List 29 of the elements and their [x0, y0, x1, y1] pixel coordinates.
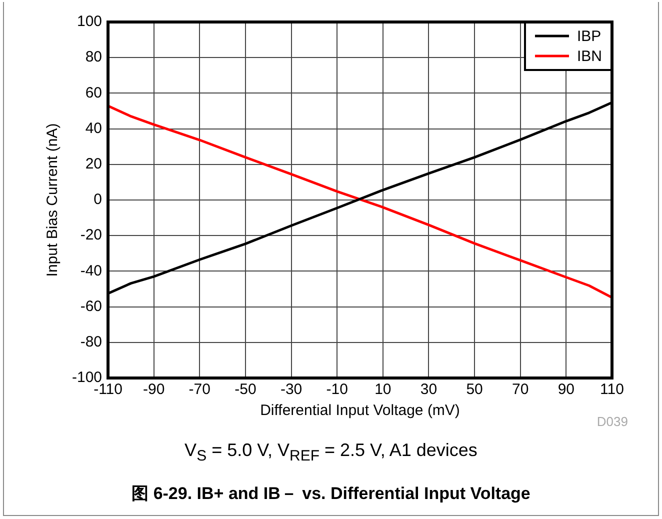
x-tick-label: -110	[94, 381, 122, 398]
x-axis-title: Differential Input Voltage (mV)	[260, 402, 460, 420]
x-tick-label: -50	[234, 381, 256, 398]
y-tick-label: -20	[80, 226, 102, 244]
y-tick-label: 60	[85, 84, 102, 102]
x-tick-label: -90	[142, 381, 165, 398]
x-tick-label: 50	[466, 381, 483, 398]
x-tick-label: -30	[280, 381, 302, 398]
y-tick-label: -40	[80, 262, 102, 280]
text: 图 6-29. IB+ and IB－ vs. Differential Input Voltage	[130, 483, 532, 505]
legend-label: IBP	[576, 28, 602, 46]
x-tick-label: 90	[558, 381, 575, 398]
x-tick-label: 70	[512, 381, 529, 398]
x-tick-label: 10	[374, 381, 392, 398]
y-tick-label: 40	[85, 120, 102, 137]
y-tick-label: -80	[80, 334, 102, 351]
legend-label: IBN	[576, 48, 602, 66]
x-tick-label: -10	[326, 381, 348, 398]
y-tick-label: 0	[94, 191, 102, 208]
y-tick-label: 100	[76, 13, 102, 30]
y-axis-title: Input Bias Current (nA)	[44, 123, 62, 277]
text: D039	[596, 414, 628, 429]
x-tick-label: 110	[600, 381, 624, 398]
x-tick-label: -70	[188, 381, 210, 398]
y-tick-label: -60	[80, 298, 102, 315]
text: V$_{S}$ = 5.0 V, V$_{REF}$ = 2.5 V, A1 devices	[184, 440, 478, 465]
y-tick-label: 20	[85, 156, 102, 173]
y-tick-label: 80	[85, 48, 102, 66]
x-tick-label: 30	[420, 381, 438, 398]
